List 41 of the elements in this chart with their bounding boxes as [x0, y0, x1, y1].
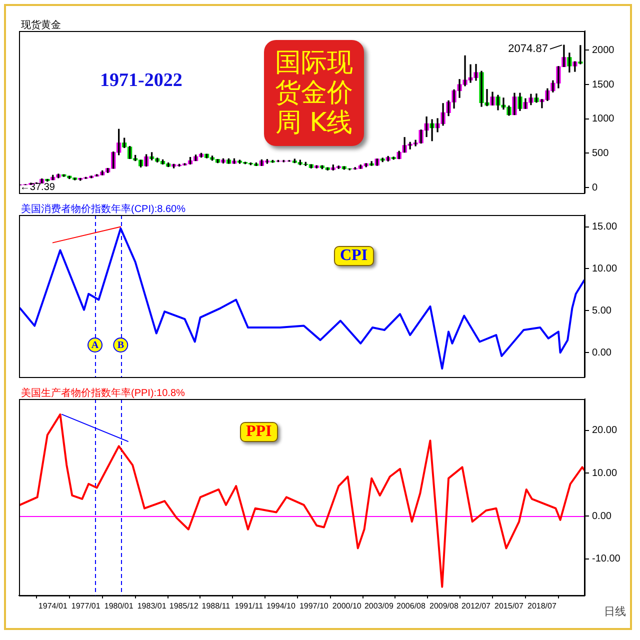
x-tick-label: 2009/08 — [429, 601, 459, 610]
y-tick-label: -10.00 — [592, 554, 621, 565]
y-tick-label: 1000 — [592, 114, 615, 125]
x-tick-label: 2012/07 — [462, 601, 492, 610]
y-tick-label: 2000 — [592, 44, 615, 56]
x-tick-label: 2000/10 — [332, 601, 362, 610]
y-tick-label: 5.00 — [592, 305, 612, 316]
x-tick-label: 1974/01 — [38, 601, 68, 610]
annotation: 1971-2022 — [100, 70, 182, 92]
text: 日线 — [604, 605, 626, 619]
y-tick-label: 1500 — [592, 79, 615, 90]
x-tick-label: 1977/01 — [71, 601, 101, 610]
x-tick-label: 2015/07 — [494, 601, 524, 610]
y-tick-label: 0.00 — [592, 510, 612, 522]
x-tick-label: 1988/11 — [202, 601, 231, 610]
x-tick-label: 1994/10 — [266, 601, 296, 610]
annotation: 国际现货金价周 K线 — [264, 40, 364, 146]
x-tick-label: 1983/01 — [137, 601, 167, 610]
x-tick-label: 1997/10 — [299, 601, 329, 610]
annotation: PPI — [240, 422, 278, 442]
x-tick-label: 1980/01 — [104, 601, 134, 610]
y-tick-label: 10.00 — [592, 468, 618, 479]
y-tick-label: 15.00 — [592, 222, 618, 232]
x-tick-label: 2006/08 — [396, 601, 426, 610]
y-tick-label: 0 — [592, 182, 598, 194]
y-tick-label: 10.00 — [592, 263, 618, 274]
annotation: CPI — [334, 246, 374, 266]
y-tick-label: 500 — [592, 148, 610, 159]
y-tick-label: 0.00 — [592, 347, 612, 358]
chart-title: 美国消费者物价指数年率(CPI):8.60% — [21, 202, 186, 216]
x-tick-label: 1985/12 — [169, 601, 199, 610]
annotation: 2074.87 — [508, 43, 548, 56]
chart-title: 现货黄金 — [21, 18, 61, 32]
x-tick-label: 1991/11 — [234, 601, 264, 610]
annotation: ←37.39 — [20, 182, 56, 193]
x-tick-label: 2018/07 — [527, 601, 557, 610]
ref-line-label: B — [117, 340, 124, 352]
ref-line-label: A — [91, 340, 100, 352]
y-tick-label: 20.00 — [592, 425, 618, 436]
x-tick-label: 2003/09 — [364, 601, 394, 610]
chart-title: 美国生产者物价指数年率(PPI):10.8% — [21, 386, 185, 400]
